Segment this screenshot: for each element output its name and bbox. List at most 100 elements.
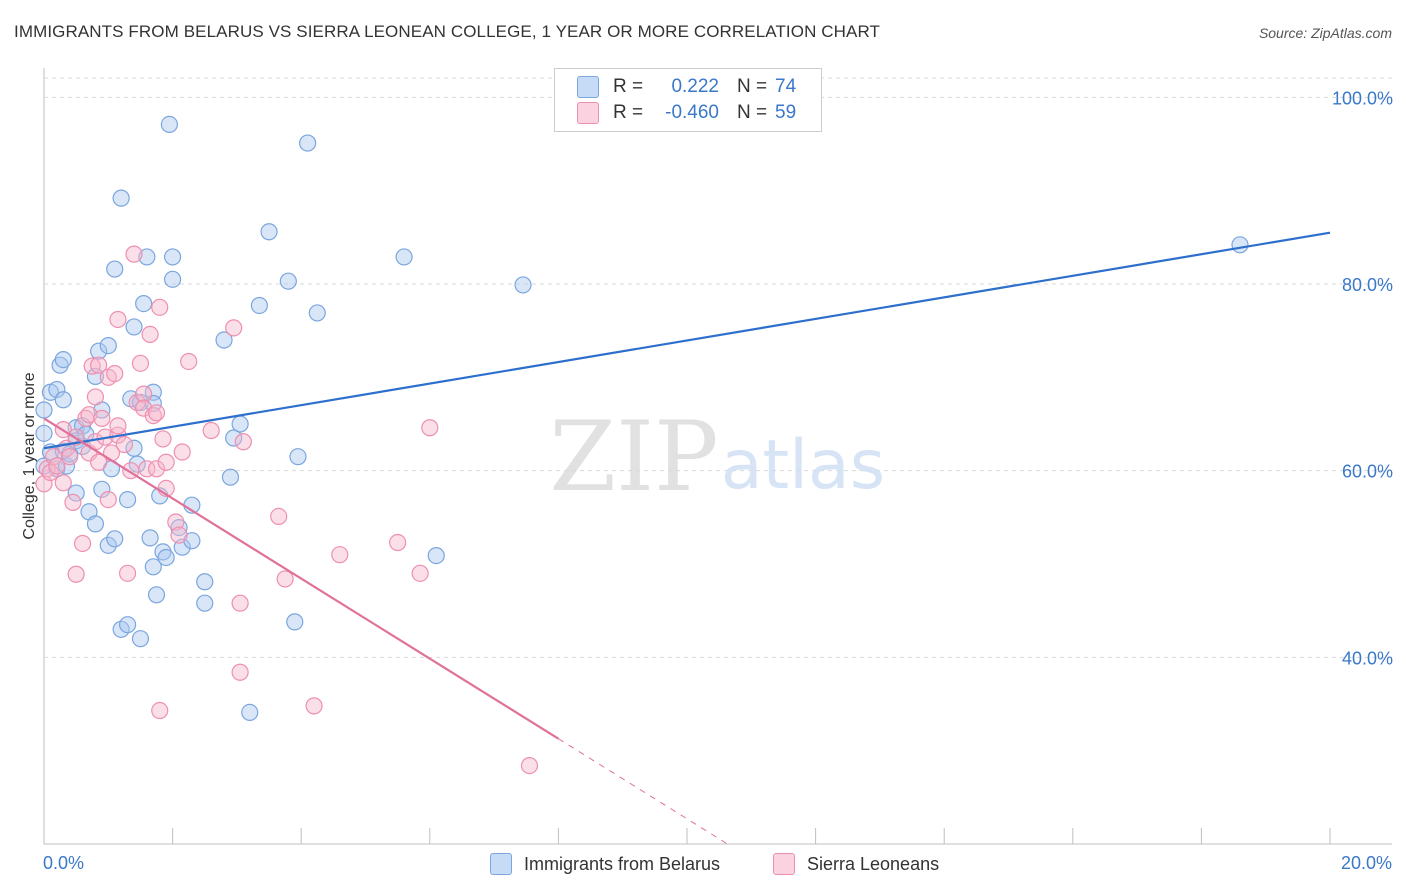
point-sierra-leonean <box>331 546 349 564</box>
point-sierra-leonean <box>73 534 92 553</box>
point-sierra-leonean <box>231 663 249 681</box>
point-belarus <box>112 189 130 207</box>
point-sierra-leonean <box>54 474 72 492</box>
point-sierra-leonean <box>276 570 294 588</box>
point-belarus <box>225 429 243 447</box>
point-belarus <box>90 342 108 360</box>
point-sierra-leonean <box>48 457 66 475</box>
point-belarus <box>196 594 214 612</box>
point-belarus <box>154 543 172 561</box>
point-sierra-leonean <box>141 325 159 343</box>
legend-n-value: 74 <box>775 76 797 97</box>
point-belarus <box>138 248 156 266</box>
point-sierra-leonean <box>167 513 185 531</box>
watermark-zip: ZIP <box>549 401 718 513</box>
point-sierra-leonean <box>225 319 243 337</box>
legend-r-value: 0.222 <box>671 76 719 97</box>
point-belarus <box>125 318 143 336</box>
point-belarus <box>118 491 137 509</box>
point-sierra-leonean <box>421 419 439 437</box>
point-sierra-leonean <box>138 460 156 478</box>
point-belarus <box>1231 236 1249 254</box>
point-sierra-leonean <box>411 564 429 582</box>
point-belarus <box>308 304 326 322</box>
point-belarus <box>118 616 137 634</box>
point-sierra-leonean <box>64 493 82 511</box>
point-sierra-leonean <box>231 594 249 612</box>
point-sierra-leonean <box>520 756 539 775</box>
point-belarus <box>48 380 66 399</box>
point-sierra-leonean <box>180 352 198 371</box>
point-belarus <box>260 223 278 241</box>
point-sierra-leonean <box>389 533 407 552</box>
point-sierra-leonean <box>115 435 133 454</box>
point-belarus <box>67 484 85 502</box>
point-belarus <box>135 295 153 313</box>
point-belarus <box>99 536 117 554</box>
point-sierra-leonean <box>125 245 143 263</box>
legend-r-label: R = <box>613 76 644 97</box>
point-belarus <box>54 351 72 369</box>
point-sierra-leonean <box>131 354 150 372</box>
point-belarus <box>395 248 413 266</box>
point-sierra-leonean <box>151 701 169 720</box>
trendline-sierra-leonean-extension <box>558 738 728 845</box>
point-sierra-leonean <box>270 507 288 526</box>
bottom-legend-swatch-pink <box>773 853 795 875</box>
point-belarus <box>299 134 317 152</box>
bottom-legend-belarus: Immigrants from Belarus <box>490 852 720 876</box>
trendline-sierra-leonean <box>43 417 559 740</box>
chart-title: IMMIGRANTS FROM BELARUS VS SIERRA LEONEA… <box>14 22 881 41</box>
watermark-atlas: atlas <box>721 426 885 505</box>
legend-row-belarus: R = 0.222 N = 74 <box>577 74 796 100</box>
point-belarus <box>141 529 159 547</box>
point-belarus <box>128 455 146 473</box>
legend-row-sierra: R = -0.460 N = 59 <box>577 100 796 126</box>
source-note: Source: ZipAtlas.com <box>1258 25 1392 41</box>
point-sierra-leonean <box>170 526 188 544</box>
point-belarus <box>157 548 175 567</box>
point-sierra-leonean <box>90 453 108 471</box>
point-belarus <box>196 573 214 591</box>
point-sierra-leonean <box>154 430 172 448</box>
point-belarus <box>427 546 445 565</box>
point-belarus <box>35 424 53 442</box>
point-belarus <box>215 331 233 349</box>
point-sierra-leonean <box>99 491 117 509</box>
legend-n-label: N = <box>737 76 768 97</box>
point-belarus <box>54 391 72 409</box>
trend-layer <box>43 231 1331 845</box>
point-belarus <box>144 558 162 576</box>
y-tick-label: 100.0% <box>1332 88 1393 108</box>
legend-n-value: 59 <box>775 102 797 123</box>
legend-swatch-blue <box>577 76 599 98</box>
point-belarus <box>164 270 182 288</box>
point-sierra-leonean <box>147 404 166 422</box>
point-sierra-leonean <box>157 453 175 471</box>
point-belarus <box>131 630 150 648</box>
bottom-legend-label: Sierra Leoneans <box>807 853 940 874</box>
point-belarus <box>289 448 307 466</box>
point-sierra-leonean <box>173 443 191 461</box>
point-sierra-leonean <box>86 388 105 406</box>
point-sierra-leonean <box>147 460 166 478</box>
legend-r-label: R = <box>613 102 644 123</box>
y-tick-label: 80.0% <box>1342 275 1393 295</box>
point-sierra-leonean <box>151 298 169 316</box>
watermark: ZIP atlas <box>549 401 885 513</box>
point-belarus <box>86 367 105 385</box>
y-tick-label: 40.0% <box>1342 648 1393 668</box>
point-belarus <box>99 337 117 355</box>
legend-swatch-pink <box>577 102 599 124</box>
tick-label-layer: 40.0% 60.0% 80.0% 100.0% <box>1332 88 1393 668</box>
point-sierra-leonean <box>93 409 111 427</box>
point-belarus <box>221 468 240 486</box>
point-belarus <box>279 272 297 290</box>
point-sierra-leonean <box>106 365 124 383</box>
bottom-legend-label: Immigrants from Belarus <box>524 853 721 874</box>
point-belarus <box>86 515 105 533</box>
bottom-legend-swatch-blue <box>490 853 512 875</box>
point-sierra-leonean <box>61 448 79 466</box>
point-sierra-leonean <box>109 417 127 435</box>
point-belarus <box>514 276 532 294</box>
